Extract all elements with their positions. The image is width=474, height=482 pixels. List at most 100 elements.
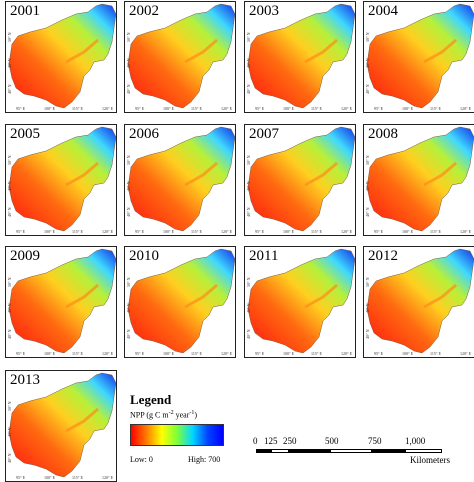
longitude-tick-label: 100° E <box>283 351 295 356</box>
longitude-tick-label: 115° E <box>311 351 322 356</box>
longitude-tick-label: 95° E <box>255 229 265 234</box>
longitude-tick-label: 120° E <box>102 106 114 111</box>
longitude-tick-label: 120° E <box>341 106 353 111</box>
latitude-tick-label: 40° N <box>246 329 251 340</box>
longitude-tick-label: 120° E <box>221 106 233 111</box>
npp-map-panel: 2006 95° E 100° E 115° E 120° E 50° N 45° N 40°… <box>124 124 236 236</box>
longitude-tick-label: 115° E <box>311 229 322 234</box>
latitude-tick-label: 50° N <box>7 155 12 166</box>
npp-map-panel: 2003 95° E 100° E 115° E 120° E 50° N 45° N 40°… <box>244 1 356 113</box>
longitude-tick-label: 95° E <box>135 106 145 111</box>
npp-map-panel: 2005 95° E 100° E 115° E 120° E 50° N 45° N 40°… <box>5 124 117 236</box>
npp-map-panel: 2013 95° E 100° E 115° E 120° E 50° N 45° N 40°… <box>5 370 117 482</box>
latitude-tick-label: 50° N <box>7 277 12 288</box>
longitude-tick-label: 115° E <box>430 229 441 234</box>
longitude-tick-label: 95° E <box>374 351 384 356</box>
longitude-tick-label: 100° E <box>402 106 414 111</box>
longitude-tick-label: 100° E <box>44 351 56 356</box>
legend-color-ramp <box>130 424 224 446</box>
latitude-tick-label: 50° N <box>365 155 370 166</box>
latitude-tick-label: 40° N <box>126 329 131 340</box>
longitude-tick-label: 100° E <box>402 229 414 234</box>
longitude-tick-label: 100° E <box>402 351 414 356</box>
scale-bar-tick-label: 125 <box>264 436 278 446</box>
map-year-label: 2009 <box>10 248 40 264</box>
longitude-tick-label: 95° E <box>374 106 384 111</box>
longitude-tick-label: 115° E <box>72 351 83 356</box>
latitude-tick-label: 50° N <box>365 32 370 43</box>
longitude-tick-label: 115° E <box>191 351 202 356</box>
npp-map-panel: 2008 95° E 100° E 115° E 120° E 50° N 45° N 40°… <box>363 124 474 236</box>
longitude-tick-label: 115° E <box>191 106 202 111</box>
npp-map-panel: 2002 95° E 100° E 115° E 120° E 50° N 45° N 40°… <box>124 1 236 113</box>
latitude-tick-label: 40° N <box>365 84 370 95</box>
latitude-tick-label: 40° N <box>365 207 370 218</box>
latitude-tick-label: 50° N <box>246 277 251 288</box>
longitude-tick-label: 100° E <box>44 106 56 111</box>
latitude-tick-label: 50° N <box>7 32 12 43</box>
longitude-tick-label: 115° E <box>191 229 202 234</box>
npp-map-panel: 2010 95° E 100° E 115° E 120° E 50° N 45° N 40°… <box>124 246 236 358</box>
longitude-tick-label: 120° E <box>221 351 233 356</box>
longitude-tick-label: 95° E <box>255 351 265 356</box>
latitude-tick-label: 40° N <box>7 84 12 95</box>
npp-map-panel: 2004 95° E 100° E 115° E 120° E 50° N 45° N 40°… <box>363 1 474 113</box>
longitude-tick-label: 120° E <box>102 475 114 480</box>
latitude-tick-label: 40° N <box>365 329 370 340</box>
scale-bar-tick-label: 0 <box>253 436 258 446</box>
scale-bar-unit: Kilometers <box>410 455 450 465</box>
latitude-tick-label: 45° N <box>126 58 131 69</box>
npp-map-panel: 2011 95° E 100° E 115° E 120° E 50° N 45° N 40°… <box>244 246 356 358</box>
longitude-tick-label: 100° E <box>163 229 175 234</box>
longitude-tick-label: 95° E <box>16 351 26 356</box>
map-year-label: 2005 <box>10 126 40 142</box>
latitude-tick-label: 50° N <box>246 32 251 43</box>
map-year-label: 2011 <box>249 248 279 264</box>
legend-low-label: Low: 0 <box>130 455 153 464</box>
latitude-tick-label: 40° N <box>246 207 251 218</box>
latitude-tick-label: 45° N <box>365 303 370 314</box>
scale-bar <box>256 449 442 453</box>
latitude-tick-label: 40° N <box>246 84 251 95</box>
longitude-tick-label: 120° E <box>102 229 114 234</box>
npp-map-panel: 2007 95° E 100° E 115° E 120° E 50° N 45° N 40°… <box>244 124 356 236</box>
longitude-tick-label: 95° E <box>135 229 145 234</box>
longitude-tick-label: 100° E <box>283 229 295 234</box>
map-year-label: 2013 <box>10 372 40 388</box>
longitude-tick-label: 120° E <box>460 351 472 356</box>
map-year-label: 2007 <box>249 126 279 142</box>
longitude-tick-label: 115° E <box>72 475 83 480</box>
map-year-label: 2006 <box>129 126 159 142</box>
npp-map-panel: 2009 95° E 100° E 115° E 120° E 50° N 45° N 40°… <box>5 246 117 358</box>
longitude-tick-label: 115° E <box>430 351 441 356</box>
scale-bar-tick-label: 250 <box>283 436 297 446</box>
longitude-tick-label: 100° E <box>283 106 295 111</box>
longitude-tick-label: 95° E <box>16 229 26 234</box>
longitude-tick-label: 120° E <box>341 351 353 356</box>
latitude-tick-label: 45° N <box>246 58 251 69</box>
legend-high-label: High: 700 <box>188 455 221 464</box>
latitude-tick-label: 50° N <box>126 277 131 288</box>
map-year-label: 2010 <box>129 248 159 264</box>
longitude-tick-label: 120° E <box>221 229 233 234</box>
latitude-tick-label: 45° N <box>246 181 251 192</box>
longitude-tick-label: 120° E <box>460 106 472 111</box>
scale-bar-tick-label: 1,000 <box>405 436 426 446</box>
latitude-tick-label: 50° N <box>246 155 251 166</box>
legend-title: Legend <box>130 392 172 407</box>
latitude-tick-label: 50° N <box>365 277 370 288</box>
latitude-tick-label: 40° N <box>7 453 12 464</box>
scale-bar-tick-label: 500 <box>325 436 339 446</box>
longitude-tick-label: 100° E <box>163 106 175 111</box>
map-year-label: 2008 <box>368 126 398 142</box>
latitude-tick-label: 50° N <box>7 401 12 412</box>
map-year-label: 2004 <box>368 3 398 19</box>
longitude-tick-label: 120° E <box>102 351 114 356</box>
latitude-tick-label: 45° N <box>7 427 12 438</box>
map-year-label: 2003 <box>249 3 279 19</box>
latitude-tick-label: 40° N <box>7 329 12 340</box>
longitude-tick-label: 95° E <box>16 475 26 480</box>
latitude-tick-label: 45° N <box>365 181 370 192</box>
longitude-tick-label: 120° E <box>341 229 353 234</box>
scale-bar-tick-label: 750 <box>368 436 382 446</box>
